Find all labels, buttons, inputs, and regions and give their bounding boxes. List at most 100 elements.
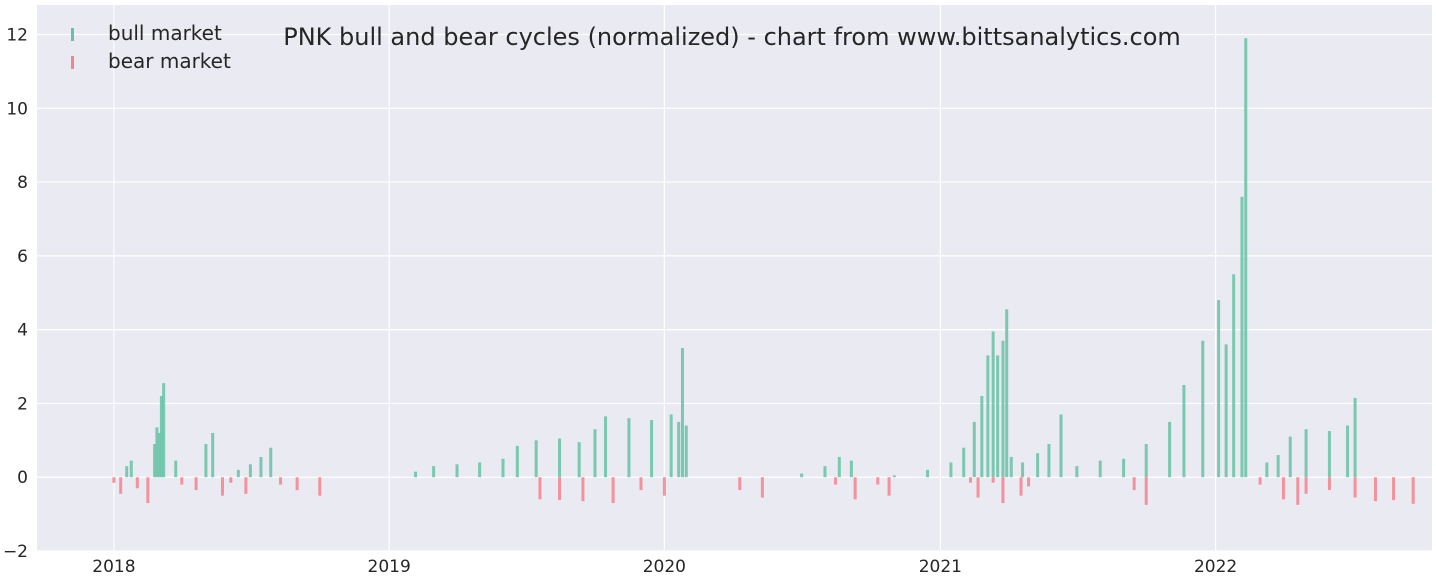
bull-bar bbox=[892, 475, 896, 478]
bull-bar bbox=[248, 464, 252, 478]
bull-bar bbox=[501, 458, 505, 478]
y-tick-label: 6 bbox=[17, 247, 28, 267]
bull-bar bbox=[1224, 344, 1228, 478]
tick-labels: −2 0 2 4 6 8 10 12 2018 2019 2020 2021 2022 bbox=[3, 26, 1237, 577]
y-tick-label: 0 bbox=[17, 468, 28, 488]
bull-bar bbox=[174, 460, 178, 478]
bear-bar bbox=[1258, 477, 1262, 485]
bear-bar bbox=[1411, 477, 1415, 504]
bull-bar bbox=[1005, 309, 1009, 478]
bull-bar bbox=[259, 456, 263, 478]
bear-bar bbox=[1132, 477, 1136, 491]
bull-bar bbox=[837, 456, 841, 478]
bull-bar bbox=[1036, 453, 1040, 478]
bull-bar bbox=[604, 416, 608, 478]
bear-bar bbox=[834, 477, 838, 485]
bull-bar bbox=[236, 469, 240, 478]
bear-bar bbox=[229, 477, 233, 483]
bull-bar bbox=[1353, 397, 1357, 478]
bull-bar bbox=[534, 440, 538, 478]
bear-bar bbox=[760, 477, 764, 498]
bear-bar bbox=[146, 477, 150, 504]
bear-bar bbox=[876, 477, 880, 485]
bull-bar bbox=[593, 429, 597, 478]
bull-bar bbox=[204, 444, 208, 478]
bull-bar bbox=[414, 471, 418, 478]
bull-bar bbox=[478, 462, 482, 478]
bull-bar bbox=[1182, 384, 1186, 478]
bear-bar bbox=[220, 477, 224, 496]
bear-bar bbox=[244, 477, 248, 494]
bull-bar bbox=[849, 460, 853, 478]
y-tick-label: −2 bbox=[3, 542, 28, 562]
bear-bar bbox=[1296, 477, 1300, 505]
bull-bar bbox=[1047, 444, 1051, 478]
bull-bar bbox=[157, 432, 161, 478]
bear-bar bbox=[135, 477, 139, 489]
bars bbox=[112, 38, 1415, 505]
bear-bar bbox=[581, 477, 585, 502]
bull-bar bbox=[1021, 462, 1025, 478]
bull-bar bbox=[1122, 458, 1126, 478]
chart-title: PNK bull and bear cycles (normalized) - … bbox=[283, 23, 1181, 51]
x-tick-label: 2018 bbox=[92, 557, 135, 577]
legend-bull-swatch bbox=[71, 28, 74, 41]
bull-bar bbox=[1059, 414, 1063, 478]
bear-bar bbox=[180, 477, 184, 485]
bull-bar bbox=[1201, 340, 1205, 478]
bear-bar bbox=[887, 477, 891, 496]
bear-bar bbox=[279, 477, 283, 485]
y-tick-label: 10 bbox=[6, 99, 28, 119]
bear-bar bbox=[558, 477, 562, 501]
bull-bar bbox=[926, 469, 930, 478]
x-tick-label: 2020 bbox=[643, 557, 686, 577]
bull-bar bbox=[684, 425, 688, 478]
bull-bar bbox=[1244, 38, 1248, 478]
bear-bar bbox=[538, 477, 542, 500]
bull-bar bbox=[125, 466, 129, 478]
bull-bar bbox=[162, 383, 166, 478]
bear-bar bbox=[295, 477, 299, 491]
bull-bar bbox=[800, 473, 804, 478]
legend-bear-swatch bbox=[71, 56, 74, 69]
bear-bar bbox=[1304, 477, 1308, 494]
bull-bar bbox=[159, 396, 163, 478]
bear-bar bbox=[1281, 477, 1285, 500]
bear-bar bbox=[738, 477, 742, 491]
bull-bar bbox=[1144, 444, 1148, 478]
bull-bar bbox=[153, 444, 157, 478]
bull-bar bbox=[949, 462, 953, 478]
bull-bar bbox=[1098, 460, 1102, 478]
bear-bar bbox=[969, 477, 973, 483]
x-tick-label: 2021 bbox=[919, 557, 962, 577]
bear-bar bbox=[976, 477, 980, 498]
bull-bar bbox=[962, 447, 966, 478]
x-tick-label: 2019 bbox=[368, 557, 411, 577]
bull-bar bbox=[1232, 274, 1236, 478]
bull-bar bbox=[1288, 436, 1292, 478]
bull-bar bbox=[1304, 429, 1308, 478]
bull-bar bbox=[455, 464, 459, 478]
bull-bar bbox=[1001, 340, 1005, 478]
bear-bar bbox=[853, 477, 857, 500]
bull-bar bbox=[680, 348, 684, 478]
bear-bar bbox=[991, 477, 995, 483]
bull-bar bbox=[558, 438, 562, 478]
bear-bar bbox=[611, 477, 615, 504]
bull-bar bbox=[432, 466, 436, 478]
bull-bar bbox=[1168, 421, 1172, 478]
bull-bar bbox=[1009, 456, 1013, 478]
bull-bar bbox=[211, 432, 215, 478]
legend: bull market bear market bbox=[71, 21, 231, 73]
bull-bar bbox=[269, 447, 273, 478]
y-tick-label: 4 bbox=[17, 321, 28, 341]
y-tick-label: 8 bbox=[17, 173, 28, 193]
legend-bull-label: bull market bbox=[108, 21, 222, 45]
bull-bar bbox=[980, 396, 984, 478]
bear-bar bbox=[1001, 477, 1005, 504]
bear-bar bbox=[318, 477, 322, 496]
bull-bar bbox=[991, 331, 995, 478]
bull-bar bbox=[1327, 431, 1331, 478]
legend-bear-label: bear market bbox=[108, 49, 231, 73]
